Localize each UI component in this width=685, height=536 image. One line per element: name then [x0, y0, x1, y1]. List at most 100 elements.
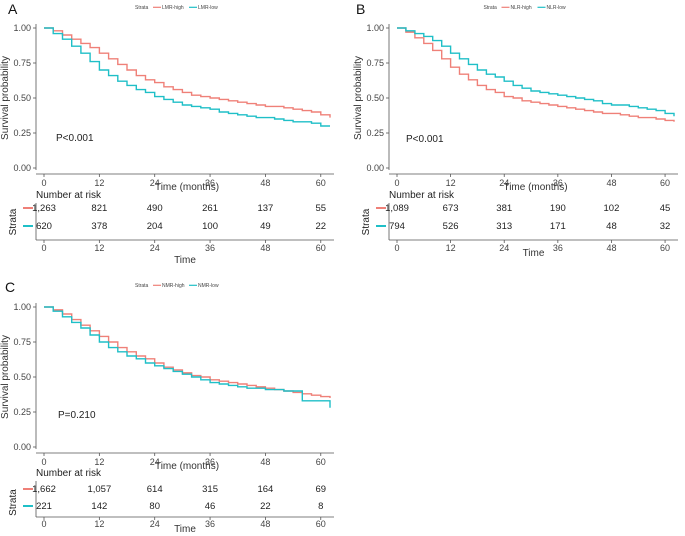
risk-count-high: 673 — [443, 203, 459, 214]
legend-title: Strata — [135, 283, 149, 289]
risk-table-x-tick-label: 36 — [553, 243, 563, 253]
risk-count-high: 102 — [604, 203, 620, 214]
risk-table-x-tick-label: 48 — [260, 243, 270, 253]
x-tick-label: 12 — [446, 178, 456, 188]
y-tick-label: 0.00 — [13, 442, 31, 452]
p-value: P<0.001 — [406, 134, 444, 145]
risk-count-low: 22 — [315, 221, 326, 232]
y-tick-label: 0.50 — [13, 372, 31, 382]
risk-table: Number at risk Strata 1,662 221 0 1,057 142 12 6… — [8, 468, 334, 535]
legend-title: Strata — [484, 5, 498, 11]
risk-table-strata-label: Strata — [8, 208, 19, 235]
x-tick-label: 24 — [150, 178, 160, 188]
y-tick-label: 0.25 — [366, 128, 384, 138]
risk-table-strata-label: Strata — [8, 489, 19, 516]
legend-label-low: LMR-low — [198, 5, 218, 11]
x-tick-label: 60 — [660, 178, 670, 188]
y-tick-label: 1.00 — [13, 23, 31, 33]
x-axis-title: Time (months) — [503, 182, 567, 193]
y-tick-label: 1.00 — [13, 302, 31, 312]
y-axis-title: Survival probability — [353, 56, 364, 140]
y-axis-title: Survival probability — [0, 56, 11, 140]
legend: Strata NLR-high NLR-low — [484, 5, 567, 11]
risk-table-x-tick-label: 36 — [205, 243, 215, 253]
survival-curve-high — [397, 27, 675, 122]
risk-count-high: 315 — [202, 484, 218, 495]
legend-title: Strata — [135, 5, 149, 11]
panel-a: A Strata LMR-high LMR-low 0.00 0.25 0.50 0.75 1.… — [0, 1, 334, 266]
risk-count-high: 1,057 — [87, 484, 111, 495]
x-tick-label: 12 — [94, 178, 104, 188]
y-tick-label: 0.50 — [13, 93, 31, 103]
risk-count-low: 49 — [260, 221, 271, 232]
risk-table-title: Number at risk — [36, 190, 102, 201]
risk-table-x-tick-label: 24 — [499, 243, 509, 253]
risk-count-high: 1,662 — [32, 484, 56, 495]
risk-count-low: 526 — [443, 221, 459, 232]
x-tick-label: 36 — [205, 457, 215, 467]
risk-count-low: 100 — [202, 221, 218, 232]
legend-label-low: NLR-low — [547, 5, 567, 11]
risk-table-title: Number at risk — [36, 468, 102, 479]
risk-table-x-tick-label: 36 — [205, 519, 215, 529]
risk-count-low: 620 — [36, 221, 52, 232]
risk-count-high: 69 — [315, 484, 326, 495]
risk-table: Number at risk Strata 1,263 620 0 821 378 12 490… — [8, 190, 334, 266]
risk-count-high: 164 — [257, 484, 273, 495]
survival-curve-high — [44, 306, 331, 398]
risk-count-low: 8 — [318, 501, 323, 512]
panel-label: B — [356, 1, 365, 17]
risk-table-x-tick-label: 24 — [150, 243, 160, 253]
y-tick-label: 0.75 — [366, 58, 384, 68]
risk-table-x-tick-label: 12 — [94, 243, 104, 253]
legend-label-high: NMR-high — [162, 283, 185, 289]
legend-label-high: LMR-high — [162, 5, 184, 11]
legend-label-low: NMR-low — [198, 283, 219, 289]
risk-count-low: 46 — [205, 501, 216, 512]
legend-label-high: NLR-high — [511, 5, 532, 11]
x-tick-label: 60 — [316, 178, 326, 188]
risk-table-x-tick-label: 12 — [446, 243, 456, 253]
panel-b: B Strata NLR-high NLR-low 0.00 0.25 0.50 0.75 1.… — [353, 1, 678, 259]
risk-table-x-tick-label: 60 — [660, 243, 670, 253]
risk-count-high: 821 — [91, 203, 107, 214]
risk-count-low: 22 — [260, 501, 271, 512]
x-tick-label: 36 — [205, 178, 215, 188]
x-tick-label: 0 — [41, 457, 46, 467]
survival-curve-low — [44, 306, 331, 408]
risk-table-x-tick-label: 24 — [150, 519, 160, 529]
risk-count-high: 55 — [315, 203, 326, 214]
y-tick-label: 0.75 — [13, 58, 31, 68]
x-axis-title: Time (months) — [155, 461, 219, 472]
risk-count-low: 378 — [91, 221, 107, 232]
risk-table-x-title: Time — [174, 524, 196, 535]
risk-count-high: 614 — [147, 484, 163, 495]
risk-count-high: 381 — [496, 203, 512, 214]
risk-count-low: 204 — [147, 221, 163, 232]
survival-curve-low — [44, 27, 330, 127]
x-tick-label: 0 — [394, 178, 399, 188]
x-tick-label: 48 — [606, 178, 616, 188]
risk-count-low: 171 — [550, 221, 566, 232]
risk-table-x-tick-label: 0 — [41, 519, 46, 529]
x-tick-label: 36 — [553, 178, 563, 188]
survival-curve-low — [397, 27, 675, 117]
panel-c: C Strata NMR-high NMR-low 0.00 0.25 0.50 0.75 1.… — [0, 279, 334, 535]
x-tick-label: 60 — [316, 457, 326, 467]
risk-table-x-tick-label: 0 — [394, 243, 399, 253]
risk-count-high: 45 — [660, 203, 671, 214]
x-tick-label: 12 — [94, 457, 104, 467]
y-tick-label: 0.00 — [13, 163, 31, 173]
risk-table-strata-label: Strata — [361, 208, 372, 235]
risk-count-low: 80 — [149, 501, 160, 512]
risk-count-low: 313 — [496, 221, 512, 232]
y-tick-label: 1.00 — [366, 23, 384, 33]
panel-label: A — [8, 1, 18, 17]
risk-count-high: 1,263 — [32, 203, 56, 214]
risk-count-high: 137 — [257, 203, 273, 214]
x-axis-title: Time (months) — [155, 182, 219, 193]
survival-curve-high — [44, 27, 331, 118]
x-tick-label: 48 — [260, 457, 270, 467]
risk-table-x-tick-label: 60 — [316, 243, 326, 253]
